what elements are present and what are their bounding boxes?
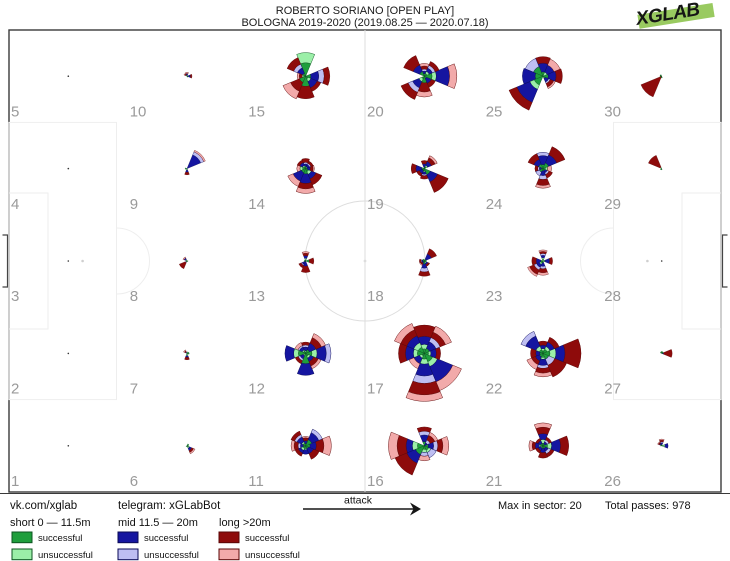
svg-text:13: 13 xyxy=(248,288,265,305)
svg-text:long >20m: long >20m xyxy=(219,517,271,529)
svg-text:18: 18 xyxy=(367,288,384,305)
svg-text:12: 12 xyxy=(248,381,265,398)
svg-text:mid 11.5 — 20m: mid 11.5 — 20m xyxy=(118,517,198,529)
svg-text:successful: successful xyxy=(144,533,188,544)
svg-text:vk.com/xglab: vk.com/xglab xyxy=(10,500,77,512)
svg-text:7: 7 xyxy=(130,381,138,398)
svg-text:27: 27 xyxy=(604,381,621,398)
svg-text:attack: attack xyxy=(344,495,373,507)
svg-text:15: 15 xyxy=(248,103,265,120)
svg-text:4: 4 xyxy=(11,196,19,213)
svg-text:17: 17 xyxy=(367,381,384,398)
svg-text:1: 1 xyxy=(11,473,19,490)
svg-text:26: 26 xyxy=(604,473,621,490)
svg-text:6: 6 xyxy=(130,473,138,490)
svg-text:14: 14 xyxy=(248,196,265,213)
svg-text:21: 21 xyxy=(486,473,503,490)
svg-text:BOLOGNA 2019-2020 (2019.08.25: BOLOGNA 2019-2020 (2019.08.25 — 2020.07.… xyxy=(241,17,488,29)
svg-text:19: 19 xyxy=(367,196,384,213)
svg-text:Total passes: 978: Total passes: 978 xyxy=(605,500,691,512)
svg-text:successful: successful xyxy=(245,533,289,544)
svg-text:23: 23 xyxy=(486,288,503,305)
svg-text:29: 29 xyxy=(604,196,621,213)
svg-text:unsuccessful: unsuccessful xyxy=(245,550,300,561)
svg-text:unsuccessful: unsuccessful xyxy=(38,550,93,561)
svg-text:3: 3 xyxy=(11,288,19,305)
svg-text:16: 16 xyxy=(367,473,384,490)
svg-text:Max in sector: 20: Max in sector: 20 xyxy=(498,500,582,512)
svg-text:20: 20 xyxy=(367,103,384,120)
svg-text:2: 2 xyxy=(11,381,19,398)
svg-text:telegram: xGLabBot: telegram: xGLabBot xyxy=(118,500,221,512)
svg-text:9: 9 xyxy=(130,196,138,213)
svg-text:22: 22 xyxy=(486,381,503,398)
svg-text:8: 8 xyxy=(130,288,138,305)
svg-text:25: 25 xyxy=(486,103,503,120)
svg-text:10: 10 xyxy=(130,103,147,120)
svg-text:11: 11 xyxy=(248,473,264,490)
svg-text:short 0 — 11.5m: short 0 — 11.5m xyxy=(10,517,91,529)
svg-text:unsuccessful: unsuccessful xyxy=(144,550,199,561)
svg-text:successful: successful xyxy=(38,533,82,544)
svg-text:5: 5 xyxy=(11,103,19,120)
svg-text:ROBERTO SORIANO [OPEN PLAY]: ROBERTO SORIANO [OPEN PLAY] xyxy=(276,5,455,17)
svg-text:24: 24 xyxy=(486,196,503,213)
svg-text:28: 28 xyxy=(604,288,621,305)
svg-text:30: 30 xyxy=(604,103,621,120)
